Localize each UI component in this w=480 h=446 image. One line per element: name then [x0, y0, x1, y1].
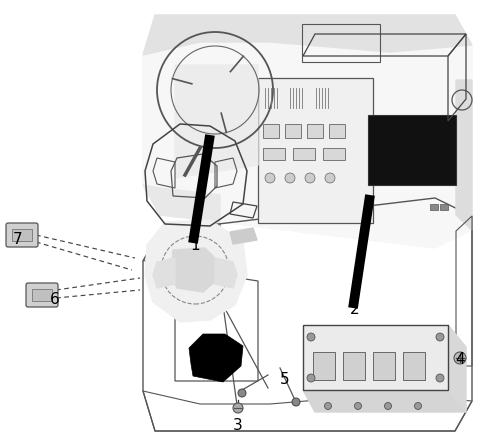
Text: 3: 3	[233, 417, 243, 433]
Circle shape	[436, 374, 444, 382]
Bar	[258, 78, 373, 223]
Polygon shape	[189, 334, 243, 382]
Text: 4: 4	[455, 352, 465, 368]
Bar	[329, 124, 345, 138]
Circle shape	[285, 173, 295, 183]
Bar	[343, 352, 365, 380]
Circle shape	[325, 173, 335, 183]
Bar	[323, 148, 345, 160]
FancyBboxPatch shape	[26, 283, 58, 307]
Circle shape	[454, 352, 466, 364]
FancyBboxPatch shape	[6, 223, 38, 247]
Circle shape	[305, 173, 315, 183]
Polygon shape	[215, 258, 237, 288]
Bar	[293, 148, 315, 160]
Circle shape	[233, 403, 243, 413]
Polygon shape	[456, 80, 472, 230]
Polygon shape	[448, 325, 466, 412]
Bar	[285, 124, 301, 138]
Bar	[32, 289, 52, 301]
Circle shape	[238, 389, 246, 397]
Bar	[263, 124, 279, 138]
Bar	[368, 115, 456, 185]
Text: 6: 6	[50, 293, 60, 307]
Circle shape	[324, 402, 332, 409]
Bar	[440, 204, 448, 210]
Bar	[12, 229, 32, 241]
Text: 5: 5	[280, 372, 290, 388]
Polygon shape	[175, 65, 258, 178]
Bar	[303, 325, 448, 390]
Bar	[430, 204, 438, 210]
Bar	[302, 24, 380, 62]
Polygon shape	[143, 15, 472, 248]
Polygon shape	[143, 15, 472, 55]
Bar	[313, 352, 335, 380]
Text: 7: 7	[13, 232, 23, 248]
Circle shape	[355, 402, 361, 409]
Polygon shape	[145, 220, 247, 322]
Text: 2: 2	[350, 302, 360, 318]
Circle shape	[265, 173, 275, 183]
Circle shape	[384, 402, 392, 409]
Bar	[307, 124, 323, 138]
Polygon shape	[171, 248, 217, 292]
Bar	[263, 148, 285, 160]
Circle shape	[307, 374, 315, 382]
Bar	[403, 352, 425, 380]
Text: 1: 1	[190, 238, 200, 252]
Bar	[373, 352, 395, 380]
Polygon shape	[153, 258, 175, 288]
Polygon shape	[303, 390, 466, 412]
Polygon shape	[230, 228, 257, 244]
Circle shape	[415, 402, 421, 409]
Circle shape	[292, 398, 300, 406]
Circle shape	[307, 333, 315, 341]
Circle shape	[436, 333, 444, 341]
Polygon shape	[143, 185, 220, 222]
